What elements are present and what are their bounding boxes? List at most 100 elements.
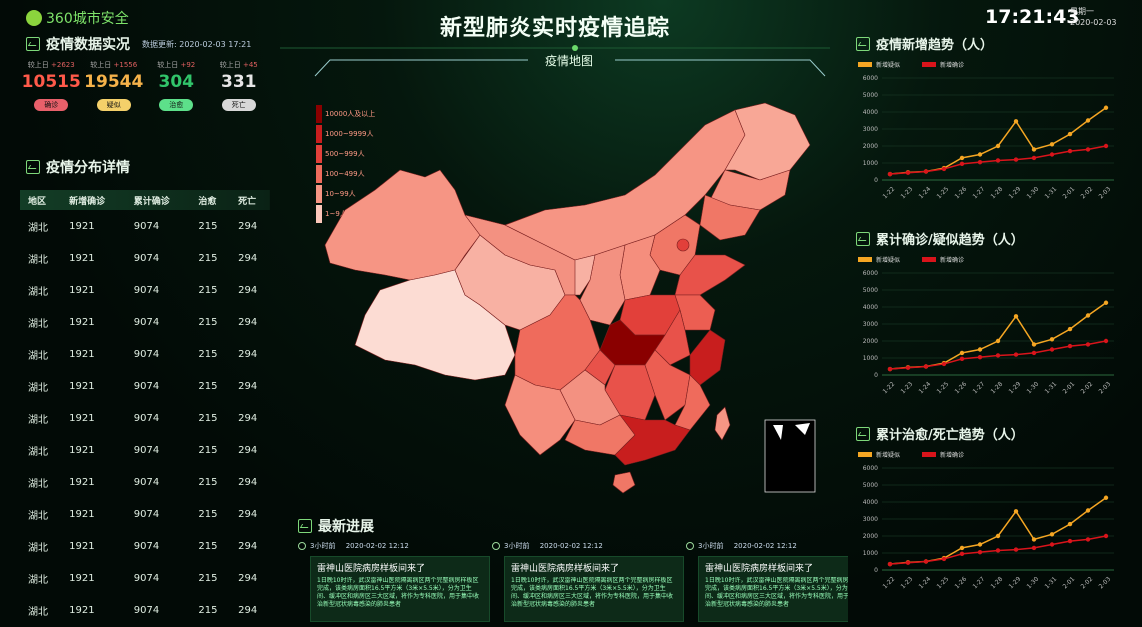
data-point[interactable] xyxy=(941,166,947,172)
data-point[interactable] xyxy=(905,365,911,370)
china-map[interactable] xyxy=(305,95,845,500)
data-point[interactable] xyxy=(1103,533,1109,539)
data-point[interactable] xyxy=(1049,142,1055,147)
table-cell: 湖北 xyxy=(28,254,48,266)
data-point[interactable] xyxy=(959,161,965,167)
data-point[interactable] xyxy=(887,366,893,372)
data-point[interactable] xyxy=(1031,350,1037,356)
data-point[interactable] xyxy=(1085,342,1091,347)
chart-legend-item[interactable]: 新增确诊 xyxy=(922,450,964,459)
data-point[interactable] xyxy=(1049,152,1055,157)
data-point[interactable] xyxy=(1085,313,1091,318)
chart-legend-item[interactable]: 新增确诊 xyxy=(922,60,964,69)
table-cell: 9074 xyxy=(133,316,160,328)
data-point[interactable] xyxy=(1067,326,1073,332)
data-point[interactable] xyxy=(1013,352,1019,357)
data-point[interactable] xyxy=(977,354,983,360)
legend-item[interactable]: 10000人及以上 xyxy=(316,104,375,124)
table-row[interactable]: 湖北 1921 9074 215 294 xyxy=(20,242,270,274)
legend-item[interactable]: 1000~9999人 xyxy=(316,124,375,144)
data-point[interactable] xyxy=(1031,545,1037,551)
legend-item[interactable]: 1~9人 xyxy=(316,204,375,224)
chart-legend-item[interactable]: 新增疑似 xyxy=(858,450,900,459)
data-point[interactable] xyxy=(977,549,983,555)
data-point[interactable] xyxy=(1067,538,1073,544)
data-point[interactable] xyxy=(1049,347,1055,352)
data-point[interactable] xyxy=(1103,143,1109,149)
data-point[interactable] xyxy=(923,364,929,369)
data-point[interactable] xyxy=(995,533,1001,539)
data-point[interactable] xyxy=(977,347,983,352)
table-row[interactable]: 湖北 1921 9074 215 294 xyxy=(20,338,270,370)
data-point[interactable] xyxy=(887,171,893,177)
data-point[interactable] xyxy=(923,559,929,564)
table-row[interactable]: 湖北 1921 9074 215 294 xyxy=(20,274,270,306)
data-point[interactable] xyxy=(959,155,965,161)
data-point[interactable] xyxy=(959,356,965,362)
data-point[interactable] xyxy=(959,545,965,551)
table-row[interactable]: 湖北 1921 9074 215 294 xyxy=(20,594,270,626)
data-point[interactable] xyxy=(1013,119,1019,124)
data-point[interactable] xyxy=(1067,148,1073,154)
table-row[interactable]: 湖北 1921 9074 215 294 xyxy=(20,466,270,498)
data-point[interactable] xyxy=(1049,337,1055,342)
data-point[interactable] xyxy=(1085,147,1091,152)
data-point[interactable] xyxy=(905,560,911,565)
table-row[interactable]: 湖北 1921 9074 215 294 xyxy=(20,562,270,594)
data-point[interactable] xyxy=(1067,521,1073,527)
data-point[interactable] xyxy=(1031,537,1037,542)
data-point[interactable] xyxy=(1085,118,1091,123)
data-point[interactable] xyxy=(977,542,983,547)
data-point[interactable] xyxy=(995,548,1001,553)
data-point[interactable] xyxy=(941,556,947,562)
data-point[interactable] xyxy=(959,551,965,557)
data-point[interactable] xyxy=(1031,147,1037,152)
data-point[interactable] xyxy=(1031,342,1037,347)
map-title: 疫情地图 xyxy=(545,52,593,69)
data-point[interactable] xyxy=(1103,300,1109,305)
data-point[interactable] xyxy=(977,159,983,165)
table-row[interactable]: 湖北 1921 9074 215 294 xyxy=(20,434,270,466)
table-row[interactable]: 湖北 1921 9074 215 294 xyxy=(20,402,270,434)
data-point[interactable] xyxy=(887,561,893,567)
data-point[interactable] xyxy=(1103,495,1109,500)
news-item[interactable]: 3小时前 2020-02-02 12:12 雷神山医院病房样板间来了 1日晚10… xyxy=(686,541,848,622)
data-point[interactable] xyxy=(1031,155,1037,161)
chart-legend-item[interactable]: 新增确诊 xyxy=(922,255,964,264)
chart-legend-item[interactable]: 新增疑似 xyxy=(858,255,900,264)
chart-legend-item[interactable]: 新增疑似 xyxy=(858,60,900,69)
data-point[interactable] xyxy=(1049,542,1055,547)
table-row[interactable]: 湖北 1921 9074 215 294 xyxy=(20,498,270,530)
legend-item[interactable]: 10~99人 xyxy=(316,184,375,204)
data-point[interactable] xyxy=(977,152,983,157)
data-point[interactable] xyxy=(1067,131,1073,137)
data-point[interactable] xyxy=(1103,105,1109,110)
data-point[interactable] xyxy=(1049,532,1055,537)
news-item[interactable]: 3小时前 2020-02-02 12:12 雷神山医院病房样板间来了 1日晚10… xyxy=(492,541,684,622)
data-point[interactable] xyxy=(1013,547,1019,552)
data-point[interactable] xyxy=(995,143,1001,149)
data-point[interactable] xyxy=(1013,157,1019,162)
news-item[interactable]: 3小时前 2020-02-02 12:12 雷神山医院病房样板间来了 1日晚10… xyxy=(298,541,490,622)
data-point[interactable] xyxy=(995,353,1001,358)
data-point[interactable] xyxy=(995,338,1001,344)
table-row[interactable]: 湖北 1921 9074 215 294 xyxy=(20,370,270,402)
data-point[interactable] xyxy=(959,350,965,356)
table-row[interactable]: 湖北 1921 9074 215 294 xyxy=(20,530,270,562)
data-point[interactable] xyxy=(905,170,911,175)
data-point[interactable] xyxy=(1013,509,1019,514)
data-point[interactable] xyxy=(995,158,1001,163)
table-row[interactable]: 湖北 1921 9074 215 294 xyxy=(20,306,270,338)
data-point[interactable] xyxy=(1085,537,1091,542)
table-row[interactable]: 湖北 1921 9074 215 294 xyxy=(20,210,270,242)
data-point[interactable] xyxy=(941,361,947,367)
data-point[interactable] xyxy=(1103,338,1109,344)
data-point[interactable] xyxy=(923,169,929,174)
legend-item[interactable]: 100~499人 xyxy=(316,164,375,184)
legend-item[interactable]: 500~999人 xyxy=(316,144,375,164)
data-point[interactable] xyxy=(1013,314,1019,319)
data-point[interactable] xyxy=(1085,508,1091,513)
y-tick-label: 5000 xyxy=(863,287,878,294)
data-point[interactable] xyxy=(1067,343,1073,349)
